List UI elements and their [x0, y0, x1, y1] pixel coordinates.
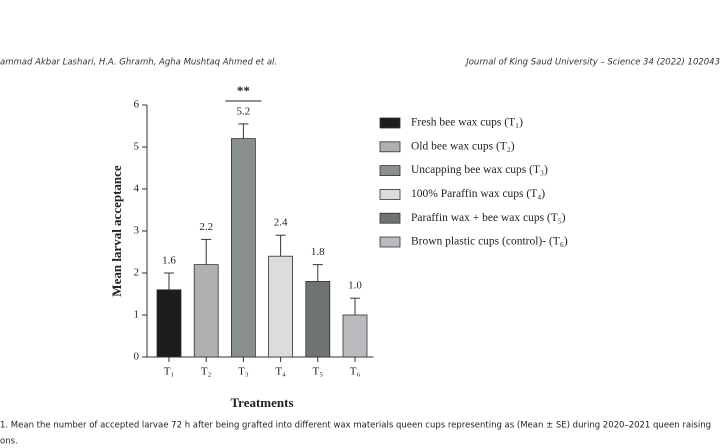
- legend-label: Fresh bee wax cups (T₁): [411, 117, 523, 129]
- legend-label: Brown plastic cups (control)- (T₆): [411, 236, 568, 248]
- caption-line: ons.: [0, 437, 18, 447]
- bar: [342, 314, 368, 358]
- value-label: 5.2: [237, 105, 251, 117]
- y-axis-label: Mean larval acceptance: [109, 165, 124, 297]
- header-journal: Journal of King Saud University – Scienc…: [464, 58, 720, 68]
- legend-label: 100% Paraffin wax cups (T₄): [411, 188, 545, 200]
- caption-line: 1. Mean the number of accepted larvae 72…: [0, 421, 711, 431]
- legend-swatch: [379, 141, 401, 153]
- y-tick-label: 1: [134, 309, 140, 321]
- value-label: 1.6: [162, 255, 176, 267]
- x-tick-label: T₂: [201, 366, 212, 378]
- legend-swatch: [379, 117, 401, 129]
- y-tick-label: 2: [134, 267, 140, 279]
- x-tick-label: T₅: [313, 366, 324, 378]
- x-tick-label: T₁: [164, 366, 175, 378]
- error-bar: [238, 123, 249, 139]
- significance-label: **: [237, 83, 250, 98]
- y-tick-label: 4: [134, 183, 140, 195]
- y-tick-label: 6: [134, 99, 140, 111]
- error-bar: [164, 272, 174, 290]
- value-label: 1.0: [348, 280, 362, 292]
- bar: [268, 255, 294, 358]
- x-tick-label: T₆: [350, 366, 361, 378]
- value-label: 1.8: [311, 246, 325, 258]
- legend-swatch: [379, 165, 401, 177]
- bar: [156, 289, 182, 358]
- x-tick-label: T₄: [275, 366, 286, 378]
- y-tick-label: 0: [134, 351, 140, 363]
- bar: [305, 280, 331, 358]
- error-bar: [312, 264, 323, 282]
- value-label: 2.4: [274, 217, 288, 229]
- legend-swatch: [379, 236, 401, 248]
- legend-swatch: [379, 188, 401, 200]
- error-bar: [275, 234, 286, 257]
- error-bar: [350, 297, 360, 315]
- legend-label: Old bee wax cups (T₂): [411, 140, 515, 152]
- y-tick-label: 5: [134, 141, 140, 153]
- x-axis-label: Treatments: [230, 395, 293, 410]
- x-tick-label: T₃: [238, 366, 249, 378]
- bar: [230, 138, 256, 358]
- bar: [193, 264, 219, 358]
- header-authors: ammad Akbar Lashari, H.A. Ghramh, Agha M…: [0, 58, 277, 68]
- legend-label: Uncapping bee wax cups (T₃): [411, 164, 548, 176]
- legend-label: Paraffin wax + bee wax cups (T₅): [411, 212, 566, 224]
- y-tick-label: 3: [134, 225, 140, 237]
- legend-swatch: [379, 212, 401, 224]
- value-label: 2.2: [199, 221, 213, 233]
- error-bar: [201, 238, 212, 265]
